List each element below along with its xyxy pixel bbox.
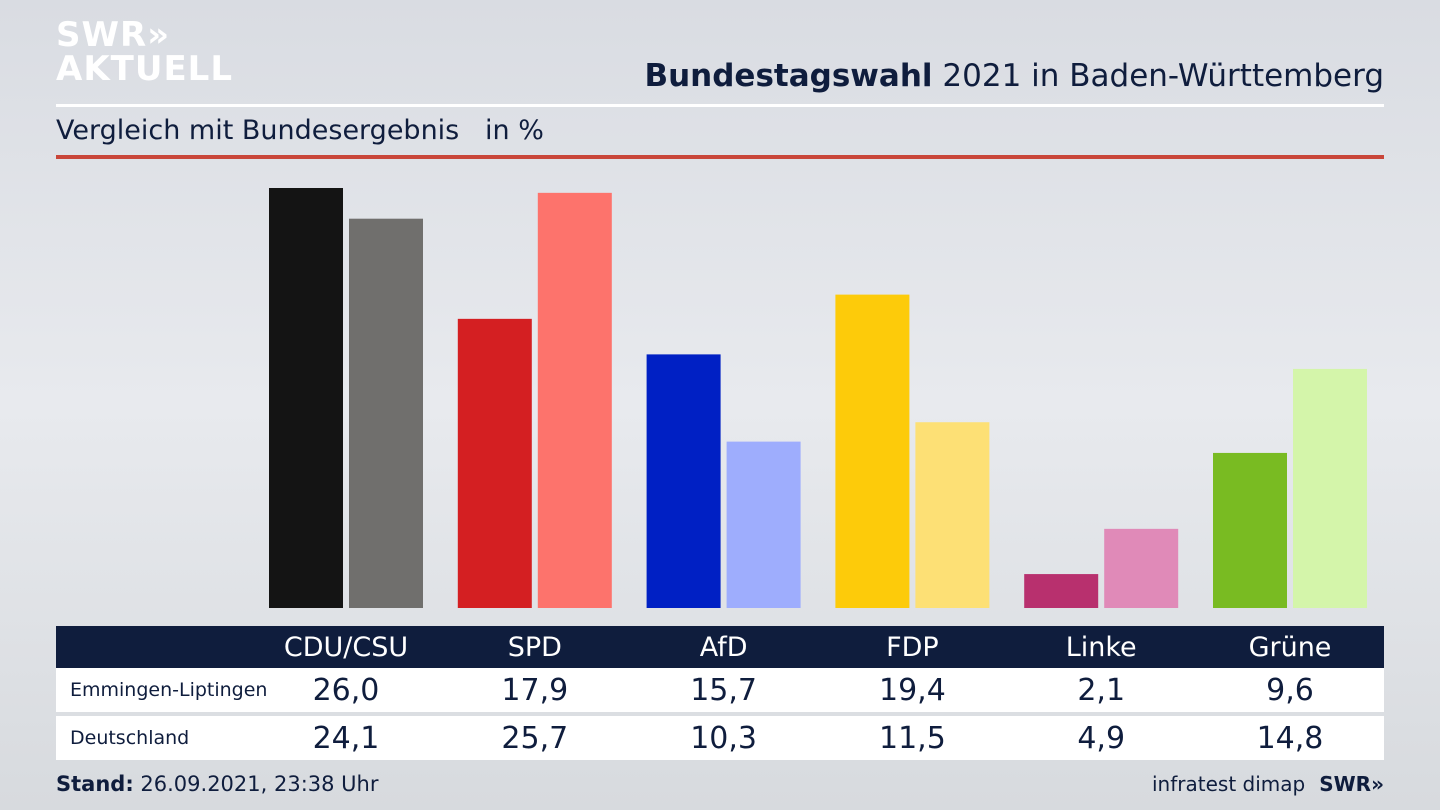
table-cell: 17,9 <box>501 672 569 708</box>
column-header: FDP <box>886 631 939 663</box>
chart-subtitle: Vergleich mit Bundesergebnis in % <box>56 115 544 146</box>
stand-value: 26.09.2021, 23:38 Uhr <box>133 772 379 796</box>
footer-source: infratest dimap SWR» <box>1152 772 1384 796</box>
column-header: SPD <box>507 631 562 663</box>
column-header: Grüne <box>1248 631 1332 663</box>
table-body: Emmingen-Liptingen 26,0 17,9 15,7 19,4 2,1 9,6… <box>56 668 1384 760</box>
table-cell: 2,1 <box>1077 672 1126 708</box>
logo-line1: SWR» <box>56 15 171 55</box>
bar-afd-local <box>646 354 721 608</box>
table-cell: 26,0 <box>312 672 380 708</box>
row-label: Emmingen-Liptingen <box>70 679 268 701</box>
bar-linke-local <box>1024 574 1099 608</box>
table-row: Emmingen-Liptingen 26,0 17,9 15,7 19,4 2,1 9,6 <box>56 668 1384 712</box>
column-header: Linke <box>1065 631 1137 663</box>
subtitle-divider <box>56 155 1384 159</box>
bar-cdu-csu-local <box>269 188 343 608</box>
table-row: Deutschland 24,1 25,7 10,3 11,5 4,9 14,8 <box>56 716 1384 760</box>
table-cell: 10,3 <box>690 720 757 756</box>
logo-line2: AKTUELL <box>56 49 234 89</box>
column-header: AfD <box>699 631 748 663</box>
bar-fdp-national <box>915 422 990 608</box>
row-label: Deutschland <box>70 727 190 749</box>
table-cell: 9,6 <box>1266 672 1314 708</box>
bar-spd-local <box>457 318 532 608</box>
source-label: infratest dimap <box>1152 772 1306 796</box>
bar-cdu-csu-national <box>349 218 423 608</box>
table-cell: 25,7 <box>501 720 569 756</box>
table-cell: 24,1 <box>312 720 380 756</box>
timestamp: Stand: 26.09.2021, 23:38 Uhr <box>56 772 379 796</box>
column-header: CDU/CSU <box>283 631 409 663</box>
bar-chart <box>269 188 1367 608</box>
table-cell: 19,4 <box>878 672 946 708</box>
swr-aktuell-logo: SWR» AKTUELL <box>56 18 233 86</box>
swr-brand: SWR» <box>1319 772 1384 796</box>
table-cell: 11,5 <box>878 720 946 756</box>
bar-gr-ne-national <box>1293 368 1367 608</box>
bar-spd-national <box>537 192 612 608</box>
stand-label: Stand: <box>56 772 134 796</box>
table-cell: 14,8 <box>1256 720 1324 756</box>
bar-fdp-local <box>835 294 910 608</box>
chart-title: Bundestagswahl 2021 in Baden-Württemberg <box>644 58 1384 94</box>
title-divider <box>56 104 1384 107</box>
bar-afd-national <box>726 441 801 608</box>
results-table: CDU/CSU SPD AfD FDP Linke Grüne Emmingen-Lipt… <box>56 626 1384 760</box>
bar-gr-ne-local <box>1213 452 1287 608</box>
title-rest: 2021 in Baden-Württemberg <box>932 58 1384 94</box>
table-cell: 15,7 <box>690 672 757 708</box>
bar-linke-national <box>1104 528 1179 608</box>
title-bold: Bundestagswahl <box>644 58 933 94</box>
table-header: CDU/CSU SPD AfD FDP Linke Grüne <box>56 626 1384 668</box>
table-cell: 4,9 <box>1077 720 1126 756</box>
